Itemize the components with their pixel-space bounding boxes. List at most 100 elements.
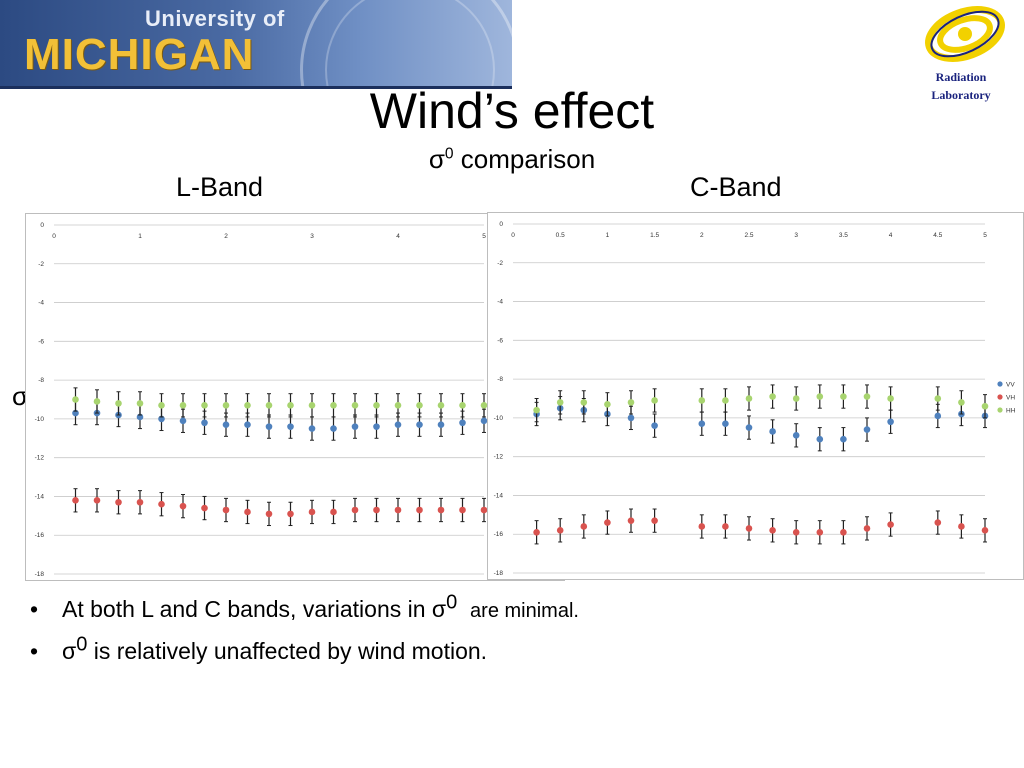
y-tick-label: -12 bbox=[494, 454, 504, 461]
data-point-vv bbox=[394, 421, 402, 429]
data-point-hh bbox=[651, 397, 658, 404]
x-tick-label: 2.5 bbox=[744, 232, 753, 239]
radiation-lab-label: Radiation Laboratory bbox=[905, 68, 1017, 104]
x-tick-label: 1.5 bbox=[650, 232, 659, 239]
data-point-vv bbox=[769, 428, 776, 435]
data-point-vh bbox=[627, 517, 635, 524]
data-point-vh bbox=[769, 527, 776, 534]
y-tick-label: -16 bbox=[35, 532, 45, 539]
data-point-vh bbox=[840, 528, 847, 536]
data-point-vh bbox=[887, 521, 894, 528]
data-point-vv bbox=[459, 419, 466, 427]
bullet-post: are minimal. bbox=[470, 600, 579, 622]
x-tick-label: 5 bbox=[482, 233, 486, 240]
data-point-vh bbox=[651, 517, 658, 524]
data-point-hh bbox=[351, 402, 359, 409]
bullet-pre: σ bbox=[62, 638, 77, 664]
data-point-hh bbox=[115, 400, 122, 407]
data-point-vh bbox=[722, 523, 729, 530]
y-tick-label: -4 bbox=[38, 300, 44, 307]
data-point-hh bbox=[93, 398, 101, 405]
data-point-vv bbox=[201, 419, 208, 427]
data-point-vh bbox=[72, 497, 79, 504]
data-point-vv bbox=[416, 421, 423, 429]
y-tick-label: -10 bbox=[35, 416, 45, 423]
data-point-hh bbox=[816, 393, 824, 400]
y-tick-label: -6 bbox=[38, 338, 44, 345]
y-tick-label: 0 bbox=[40, 222, 44, 229]
data-point-vv bbox=[330, 425, 337, 432]
university-top-text: University of bbox=[145, 6, 285, 31]
bullet-text: σ0 is relatively unaffected by wind moti… bbox=[62, 634, 488, 665]
x-tick-label: 2 bbox=[224, 233, 228, 240]
x-tick-label: 1 bbox=[138, 233, 142, 240]
x-tick-label: 3 bbox=[794, 232, 798, 239]
c-band-label: C-Band bbox=[690, 172, 782, 202]
bullet-post: is relatively unaffected by wind motion. bbox=[87, 638, 488, 664]
bullet-sup: 0 bbox=[76, 633, 88, 656]
data-point-hh bbox=[459, 402, 466, 409]
data-point-vh bbox=[265, 510, 273, 518]
data-point-vh bbox=[981, 527, 989, 534]
data-point-vv bbox=[244, 421, 251, 429]
data-point-hh bbox=[580, 399, 588, 406]
data-point-hh bbox=[136, 400, 144, 407]
bullet-marker: • bbox=[30, 596, 39, 622]
y-symbol: σ bbox=[12, 381, 29, 411]
data-point-hh bbox=[533, 406, 540, 414]
bullet-pre: At both L and C bands, variations in σ bbox=[62, 596, 447, 622]
l-band-label: L-Band bbox=[176, 172, 264, 202]
l-band-chart: 0 -2 -4 -6 -8 -10 -12 -14 -16 -18 0 1 2 3 4 5 bbox=[25, 213, 565, 581]
data-point-vh bbox=[93, 497, 101, 504]
x-tick-label: 1 bbox=[606, 232, 610, 239]
data-point-vv bbox=[816, 435, 824, 443]
data-point-vv bbox=[722, 420, 729, 428]
data-point-hh bbox=[863, 393, 871, 400]
data-point-hh bbox=[308, 402, 316, 409]
radiation-lab-logo-icon bbox=[925, 6, 1005, 62]
data-point-vh bbox=[115, 498, 122, 506]
data-point-vv bbox=[308, 425, 316, 432]
data-point-vh bbox=[437, 506, 445, 514]
y-tick-label: -12 bbox=[35, 455, 45, 462]
data-point-vv bbox=[840, 435, 847, 443]
legend-label: VH bbox=[1006, 394, 1015, 401]
data-point-vv bbox=[745, 424, 753, 431]
data-point-vh bbox=[958, 523, 965, 530]
data-point-vv bbox=[373, 423, 380, 430]
data-point-hh bbox=[769, 393, 776, 400]
y-tick-label: -14 bbox=[494, 492, 504, 499]
legend-label: VV bbox=[1006, 381, 1015, 388]
y-tick-label: -8 bbox=[497, 376, 503, 383]
data-point-vv bbox=[698, 420, 706, 428]
data-point-hh bbox=[887, 395, 894, 402]
x-tick-label: 3.5 bbox=[839, 232, 848, 239]
data-point-vh bbox=[934, 519, 942, 526]
data-point-vv bbox=[934, 412, 942, 420]
data-point-vv bbox=[863, 426, 871, 433]
x-tick-label: 3 bbox=[310, 233, 314, 240]
data-point-vv bbox=[265, 423, 273, 430]
data-point-vh bbox=[556, 527, 564, 534]
data-point-vv bbox=[651, 422, 658, 429]
university-banner: University of MICHIGAN bbox=[0, 0, 512, 89]
data-point-vv bbox=[792, 432, 800, 439]
y-tick-label: -4 bbox=[497, 299, 503, 306]
y-tick-label: -10 bbox=[494, 415, 504, 422]
bullet-marker: • bbox=[30, 638, 39, 664]
data-point-vh bbox=[179, 502, 187, 510]
subtitle-sup: 0 bbox=[444, 145, 454, 163]
x-tick-label: 2 bbox=[700, 232, 704, 239]
data-point-vh bbox=[158, 500, 165, 508]
data-point-hh bbox=[330, 402, 337, 409]
data-point-hh bbox=[698, 397, 706, 404]
data-point-hh bbox=[158, 402, 165, 409]
data-point-vh bbox=[136, 498, 144, 506]
data-point-vh bbox=[287, 510, 294, 518]
data-point-hh bbox=[201, 402, 208, 409]
legend-marker-vh bbox=[997, 394, 1003, 400]
legend-marker-hh bbox=[997, 407, 1003, 413]
data-point-hh bbox=[287, 402, 294, 409]
legend-marker-vv bbox=[997, 381, 1003, 387]
data-point-hh bbox=[745, 395, 753, 402]
